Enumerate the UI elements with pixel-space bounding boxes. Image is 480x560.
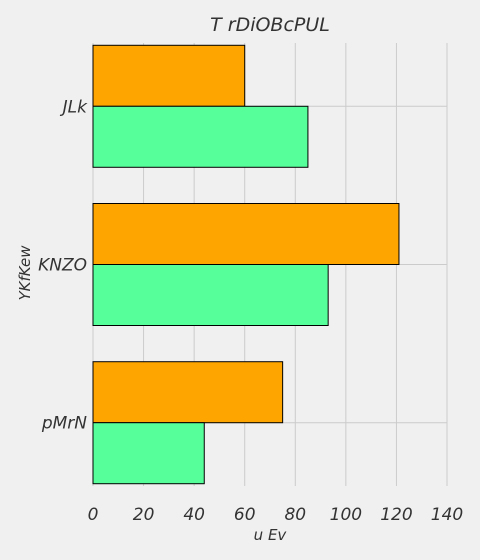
- bars: [92, 44, 400, 485]
- category-label: JLk: [60, 97, 88, 117]
- chart-title: T rDiOBcPUL: [210, 14, 330, 36]
- bar-series-0-pMrN: [92, 422, 205, 485]
- x-tick-label: 20: [133, 505, 155, 525]
- bar-series-0-KNZO: [92, 264, 329, 326]
- x-tick-labels: 0 20 40 60 80 100 120 140: [88, 505, 464, 525]
- y-axis-label: YKfKew: [16, 245, 34, 301]
- x-tick-label: 40: [183, 505, 205, 525]
- x-tick-label: 120: [380, 505, 412, 525]
- bar-series-1-KNZO: [92, 203, 400, 265]
- category-label: pMrN: [41, 414, 87, 434]
- bar-series-1-JLk: [92, 44, 246, 107]
- x-tick-label: 80: [284, 505, 306, 525]
- bar-series-1-pMrN: [92, 361, 284, 424]
- x-tick-label: 0: [88, 505, 99, 525]
- category-labels: JLk KNZO pMrN: [38, 97, 88, 433]
- bar-series-0-JLk: [92, 105, 309, 168]
- x-axis-label: u Ev: [254, 526, 288, 544]
- x-tick-label: 140: [431, 505, 463, 525]
- x-tick-label: 100: [330, 505, 362, 525]
- x-tick-label: 60: [234, 505, 256, 525]
- category-label: KNZO: [38, 256, 87, 276]
